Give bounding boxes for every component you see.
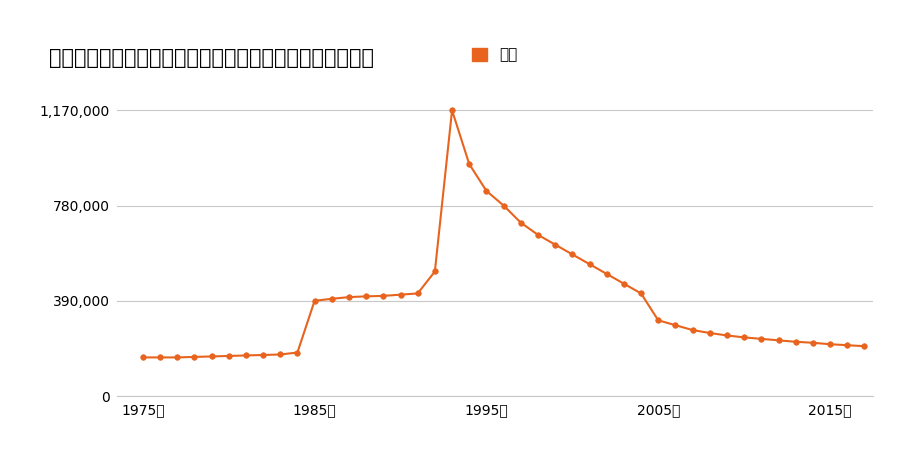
Legend: 価格: 価格 (466, 41, 524, 69)
Text: 徳島県徳島市大道４丁目４番１ほか４筆の一部の地価推移: 徳島県徳島市大道４丁目４番１ほか４筆の一部の地価推移 (49, 48, 374, 68)
